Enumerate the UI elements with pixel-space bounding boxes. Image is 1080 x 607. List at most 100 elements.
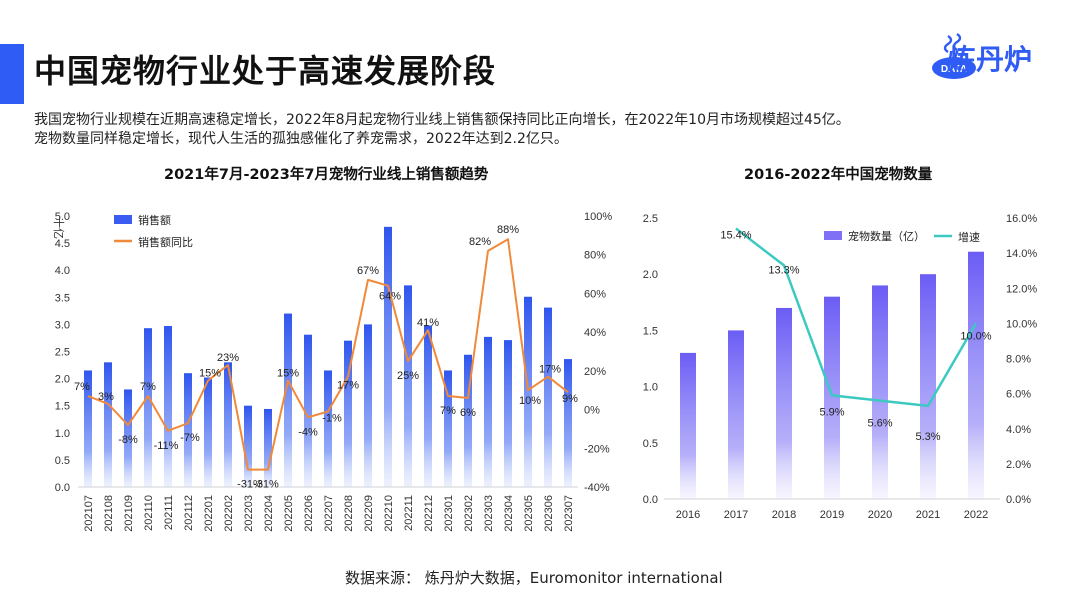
data-label: 6% <box>460 407 476 419</box>
left-axis-tick: 2.5 <box>55 347 70 359</box>
data-label: 3% <box>98 391 114 403</box>
bar <box>204 377 212 487</box>
data-label: 5.6% <box>867 418 892 430</box>
growth-line <box>735 227 978 408</box>
x-tick-label: 2020 <box>868 509 892 521</box>
legend-bar-swatch <box>114 215 132 224</box>
bar <box>104 362 112 487</box>
x-tick-label: 2021 <box>916 509 940 521</box>
intro-text: 我国宠物行业规模在近期高速稳定增长，2022年8月起宠物行业线上销售额保持同比正… <box>34 111 850 149</box>
data-label: 23% <box>217 352 239 364</box>
data-label: -11% <box>154 440 179 452</box>
data-label: 25% <box>397 370 419 382</box>
x-tick-label: 202207 <box>323 495 335 532</box>
legend-bar-label: 销售额 <box>138 213 171 227</box>
data-label: 82% <box>469 236 491 248</box>
x-tick-label: 202110 <box>143 495 155 531</box>
bar <box>484 336 492 487</box>
bar <box>872 285 888 499</box>
bar <box>728 330 744 499</box>
left-axis-tick: 3.5 <box>55 292 70 304</box>
left-chart: 0.0 0.5 1.0 1.5 2.0 2.5 3.0 3.5 4.0 4.5 5.0 -40% -20… <box>52 211 612 532</box>
data-label: 7% <box>140 381 156 393</box>
bar <box>824 296 840 499</box>
data-label: 41% <box>417 317 439 329</box>
left-axis-tick: 0.5 <box>643 438 658 450</box>
data-label: 7% <box>74 381 90 393</box>
data-label: 5.9% <box>819 406 844 418</box>
intro-line-1: 我国宠物行业规模在近期高速稳定增长，2022年8月起宠物行业线上销售额保持同比正… <box>34 112 850 128</box>
bar <box>524 296 532 487</box>
right-axis-tick: 80% <box>584 250 606 262</box>
right-axis-tick: 20% <box>584 366 606 378</box>
x-tick-label: 202303 <box>483 495 495 532</box>
bar <box>424 325 432 487</box>
bar <box>284 313 292 487</box>
data-label: -4% <box>298 426 318 438</box>
right-axis-tick: 14.0% <box>1006 248 1037 260</box>
bar <box>84 370 92 487</box>
bar <box>164 326 172 487</box>
bar <box>680 352 696 499</box>
data-label: 10% <box>519 395 541 407</box>
left-axis-tick: 1.0 <box>55 428 70 440</box>
left-axis-tick: 2.0 <box>643 269 658 281</box>
logo-badge: DATA <box>941 64 967 75</box>
bar <box>384 226 392 487</box>
data-label: 67% <box>357 265 379 277</box>
x-tick-label: 202211 <box>403 495 415 531</box>
bar <box>124 389 132 487</box>
x-tick-label: 2022 <box>964 509 988 521</box>
growth-line <box>87 238 569 471</box>
data-label: 64% <box>379 291 401 303</box>
data-label: 15.4% <box>720 230 751 242</box>
bar <box>464 354 472 487</box>
bar <box>444 370 452 487</box>
left-axis-unit: 十亿 <box>52 217 66 239</box>
bar <box>968 251 984 499</box>
bar <box>244 405 252 487</box>
bar <box>564 359 572 487</box>
left-axis-tick: 2.0 <box>55 374 70 386</box>
bar <box>324 370 332 487</box>
left-axis-tick: 3.0 <box>55 319 70 331</box>
x-tick-label: 202301 <box>443 495 455 532</box>
data-label: 17% <box>337 380 359 392</box>
x-tick-label: 202306 <box>543 495 555 532</box>
right-axis-tick: 16.0% <box>1006 213 1037 225</box>
data-label: 88% <box>497 224 519 236</box>
data-label: 9% <box>562 393 578 405</box>
data-label: -1% <box>322 413 342 425</box>
data-label: -31% <box>237 479 263 491</box>
left-axis-tick: 1.0 <box>643 382 658 394</box>
x-tick-label: 202302 <box>463 495 475 532</box>
legend-bar-label: 宠物数量（亿） <box>848 229 925 243</box>
right-axis-tick: 0.0% <box>1006 494 1031 506</box>
x-tick-label: 202212 <box>423 495 435 532</box>
right-axis-tick: 8.0% <box>1006 354 1031 366</box>
data-label: 13.3% <box>768 264 799 276</box>
bar <box>920 274 936 499</box>
right-axis-tick: 12.0% <box>1006 283 1037 295</box>
right-axis-tick: 0% <box>584 405 600 417</box>
x-tick-label: 2018 <box>772 509 796 521</box>
legend-line-label: 增速 <box>958 230 980 244</box>
x-tick-label: 202206 <box>303 495 315 532</box>
x-tick-label: 202305 <box>523 495 535 532</box>
right-axis-tick: 40% <box>584 327 606 339</box>
left-chart-title: 2021年7月-2023年7月宠物行业线上销售额趋势 <box>164 167 489 183</box>
bar <box>776 307 792 499</box>
x-tick-label: 202107 <box>83 495 95 532</box>
data-label: 7% <box>440 405 456 417</box>
left-axis-tick: 0.0 <box>643 494 658 506</box>
x-tick-label: 202203 <box>243 495 255 532</box>
x-tick-label: 202108 <box>103 495 115 532</box>
right-chart: 0.0 0.5 1.0 1.5 2.0 2.5 0.0% 2.0% 4.0% 6.0% 8.0% 10… <box>643 213 1038 521</box>
bar <box>544 307 552 487</box>
x-tick-label: 2017 <box>724 509 748 521</box>
data-label: 15% <box>199 368 221 380</box>
page-title: 中国宠物行业处于高速发展阶段 <box>34 52 497 90</box>
data-label: 5.3% <box>915 431 940 443</box>
bar <box>264 408 272 487</box>
